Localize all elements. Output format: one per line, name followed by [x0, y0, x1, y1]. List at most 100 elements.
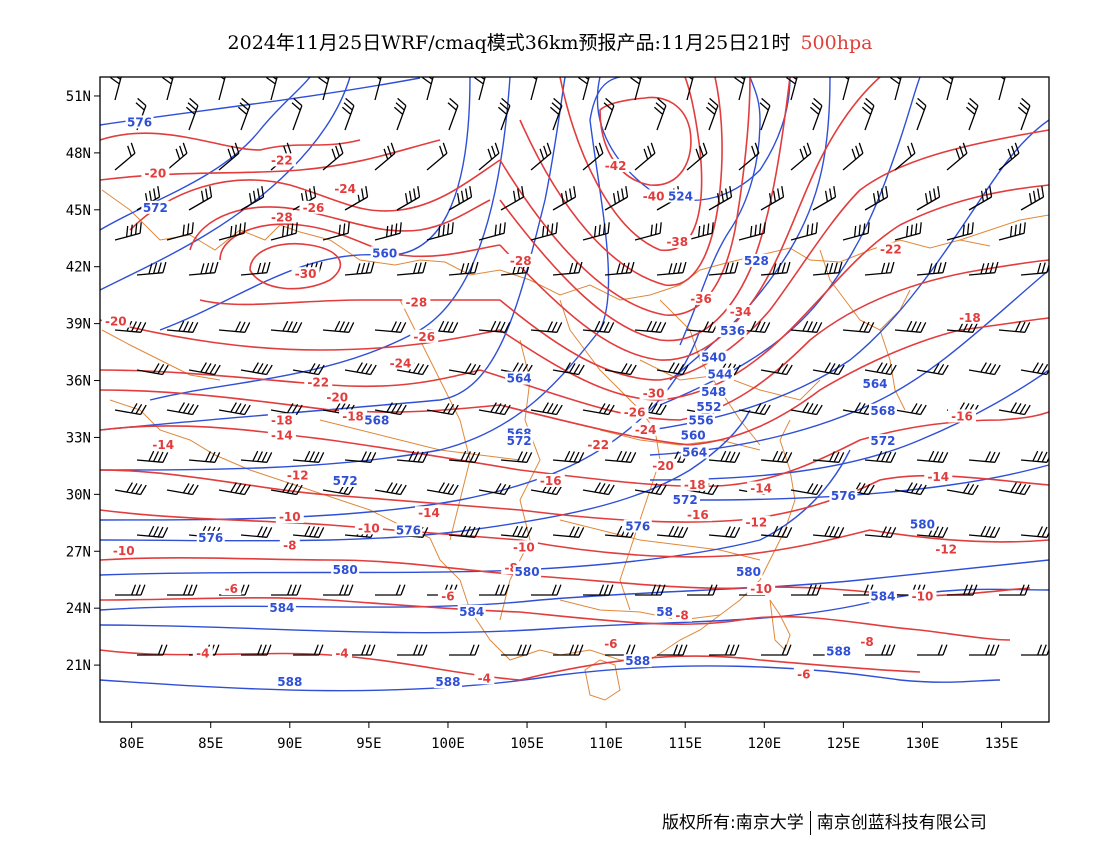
wind-barb	[397, 644, 428, 656]
height-label: 580	[736, 565, 761, 579]
temperature-label-bg	[506, 253, 535, 267]
wind-barb	[426, 482, 459, 496]
temperature-label-bg	[267, 153, 296, 167]
height-label-bg	[868, 403, 897, 417]
temperature-label: -14	[152, 438, 174, 452]
wind-barb	[790, 402, 823, 416]
wind-barb	[630, 77, 642, 101]
wind-barb	[500, 451, 533, 463]
wind-barb	[530, 142, 552, 171]
wind-barb	[916, 450, 949, 463]
temperature-label-bg	[331, 181, 360, 195]
temperature-label-bg	[747, 582, 776, 596]
temperature-label: -16	[687, 508, 709, 522]
temperature-label-bg	[601, 159, 630, 173]
temperature-label: -8	[675, 609, 688, 623]
temperature-label-bg	[955, 310, 984, 324]
temperature-contour	[519, 77, 723, 286]
lon-tick-label: 120E	[747, 736, 781, 752]
temperature-label-bg	[354, 521, 383, 535]
temperature-label: -12	[746, 516, 768, 530]
height-label: 556	[689, 413, 714, 427]
wind-barb	[396, 185, 421, 211]
wind-barb	[969, 644, 1000, 656]
wind-barb	[341, 97, 355, 131]
wind-barb	[916, 525, 949, 538]
height-label: 564	[507, 372, 532, 386]
wind-barb	[842, 321, 875, 333]
wind-barb	[1020, 526, 1049, 538]
wind-barb	[864, 526, 897, 538]
temperature-label: -8	[860, 635, 873, 649]
wind-barb	[656, 362, 689, 376]
wind-barb	[968, 261, 999, 276]
wind-barb	[761, 644, 792, 656]
latitude-axis: 51N 48N 45N 42N 39N 36N 33N 30N 27N 24N 21N	[66, 89, 100, 674]
wind-barb	[426, 222, 454, 241]
temperature-label-bg	[410, 329, 439, 343]
wind-barb	[478, 402, 511, 416]
wind-barb	[552, 185, 577, 211]
temperature-contour	[100, 649, 521, 681]
wind-barb	[760, 450, 793, 463]
wind-barb	[374, 482, 407, 496]
wind-barb	[634, 320, 667, 333]
temperature-contour	[519, 574, 1031, 597]
temperature-label: -22	[587, 438, 609, 452]
wind-barb	[1020, 185, 1045, 211]
wind-barb	[166, 142, 188, 171]
height-label-bg	[694, 399, 723, 413]
wind-barb	[760, 525, 793, 538]
credit-owner: 版权所有:南京大学	[662, 813, 804, 833]
wind-barb	[292, 450, 325, 463]
wind-barb	[786, 77, 798, 101]
height-label-bg	[671, 492, 700, 506]
wind-barb	[270, 222, 298, 241]
height-label-bg	[687, 413, 716, 427]
temperature-label: -28	[405, 296, 427, 310]
height-label-bg	[868, 434, 897, 448]
wind-barbs	[110, 77, 1049, 656]
wind-barb	[603, 97, 615, 131]
lon-tick-label: 110E	[589, 736, 623, 752]
wind-barb	[709, 644, 740, 656]
height-label-bg	[275, 675, 304, 689]
lat-tick-label: 48N	[66, 146, 91, 162]
height-label-bg	[699, 384, 728, 398]
wind-barb	[270, 320, 303, 333]
height-label-bg	[370, 246, 399, 260]
lat-tick-label: 45N	[66, 203, 91, 219]
height-contour	[659, 77, 921, 406]
wind-barb	[552, 450, 585, 463]
height-label-bg	[734, 565, 763, 579]
wind-barb	[448, 261, 479, 276]
temperature-label: -22	[307, 375, 329, 389]
temperature-label: -30	[295, 267, 317, 281]
wind-barb	[552, 261, 583, 276]
wind-barb	[864, 362, 897, 376]
wind-barb	[188, 185, 213, 211]
temperature-label-bg	[323, 390, 352, 404]
height-label: 576	[831, 489, 856, 503]
temperature-label: -10	[279, 510, 301, 524]
wind-barb	[237, 97, 251, 131]
wind-barb	[582, 320, 615, 333]
wind-barb	[114, 482, 147, 496]
wind-barb	[842, 222, 870, 241]
temperature-label: -4	[478, 671, 491, 685]
wind-barb	[166, 483, 199, 496]
temperature-label: -20	[326, 391, 348, 405]
wind-barb	[942, 77, 954, 101]
temperature-label: -38	[666, 235, 688, 249]
temperature-label: -26	[413, 330, 435, 344]
temperature-label-bg	[680, 477, 709, 491]
wind-barb	[396, 261, 427, 276]
wind-barb	[166, 320, 199, 333]
temperature-label-bg	[414, 506, 443, 520]
wind-barb	[998, 142, 1020, 171]
wind-barb	[478, 483, 511, 496]
wind-barb	[478, 222, 506, 241]
height-label-bg	[654, 604, 675, 618]
height-contour	[596, 77, 791, 202]
wind-barb	[322, 483, 355, 496]
